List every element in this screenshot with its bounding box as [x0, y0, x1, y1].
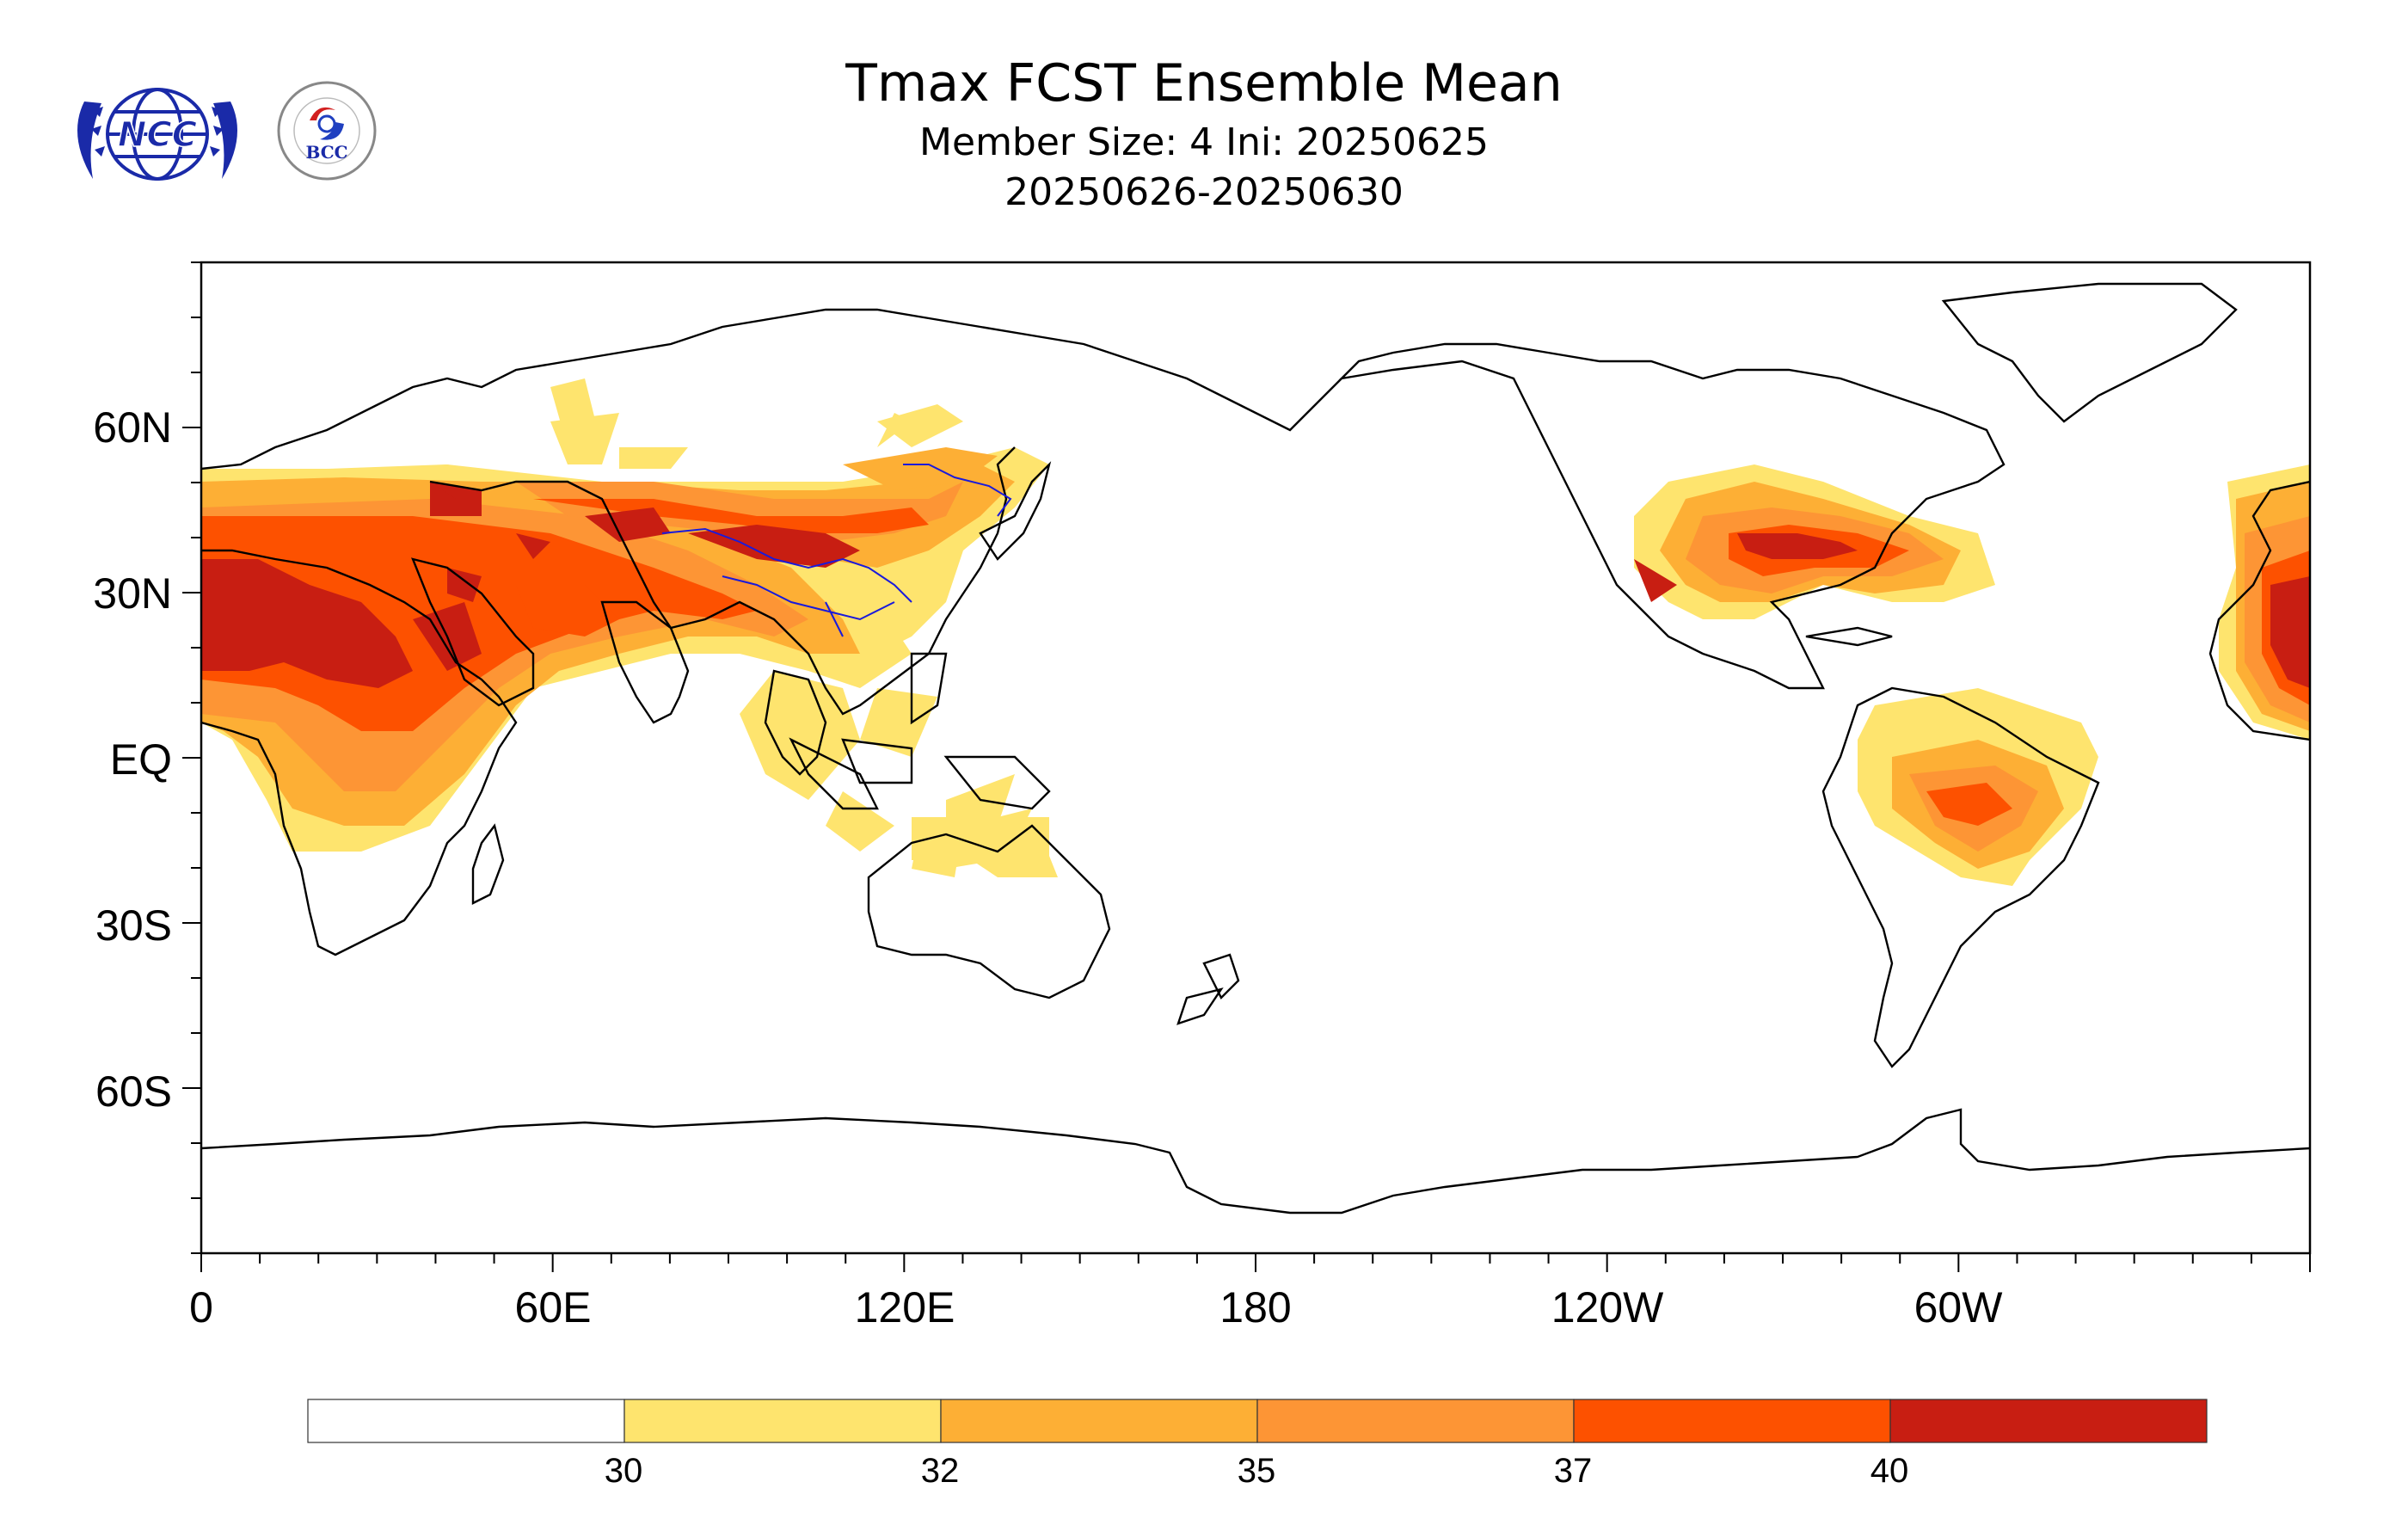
lat-label-60s: 60S — [95, 1067, 172, 1116]
lon-label-120w: 120W — [1551, 1283, 1664, 1331]
colorbar-box-1 — [624, 1399, 942, 1443]
colorbar-box-4 — [1573, 1399, 1891, 1443]
colorbar-label-35: 35 — [1237, 1452, 1276, 1490]
colorbar-label-40: 40 — [1870, 1452, 1909, 1490]
chart-subtitle-members: Member Size: 4 Ini: 20250625 — [919, 120, 1489, 164]
lon-label-60e: 60E — [514, 1283, 592, 1331]
lon-label-0: 0 — [189, 1283, 213, 1331]
svg-text:NCC: NCC — [118, 115, 197, 155]
chart-title: Tmax FCST Ensemble Mean — [845, 53, 1563, 114]
bcc-logo-icon: BCC — [277, 81, 377, 181]
lat-label-30s: 30S — [95, 901, 172, 950]
lon-label-120e: 120E — [854, 1283, 955, 1331]
lat-label-30n: 30N — [93, 569, 172, 618]
svg-text:BCC: BCC — [305, 142, 347, 163]
chart-subtitle-dates: 20250626-20250630 — [1004, 170, 1404, 214]
colorbar-label-30: 30 — [604, 1452, 643, 1490]
lon-label-60w: 60W — [1914, 1283, 2003, 1331]
colorbar-box-3 — [1256, 1399, 1575, 1443]
colorbar-label-32: 32 — [920, 1452, 960, 1490]
colorbar-box-0 — [307, 1399, 625, 1443]
colorbar-label-37: 37 — [1553, 1452, 1593, 1490]
lat-label-60n: 60N — [93, 403, 172, 452]
lon-label-180: 180 — [1219, 1283, 1292, 1331]
colorbar-box-5 — [1889, 1399, 2208, 1443]
colorbar-box-2 — [940, 1399, 1258, 1443]
lat-label-eq: EQ — [109, 735, 172, 784]
coastlines — [201, 282, 2310, 1215]
ncc-logo-icon: NCC — [77, 88, 237, 181]
china-rivers — [661, 464, 1012, 637]
